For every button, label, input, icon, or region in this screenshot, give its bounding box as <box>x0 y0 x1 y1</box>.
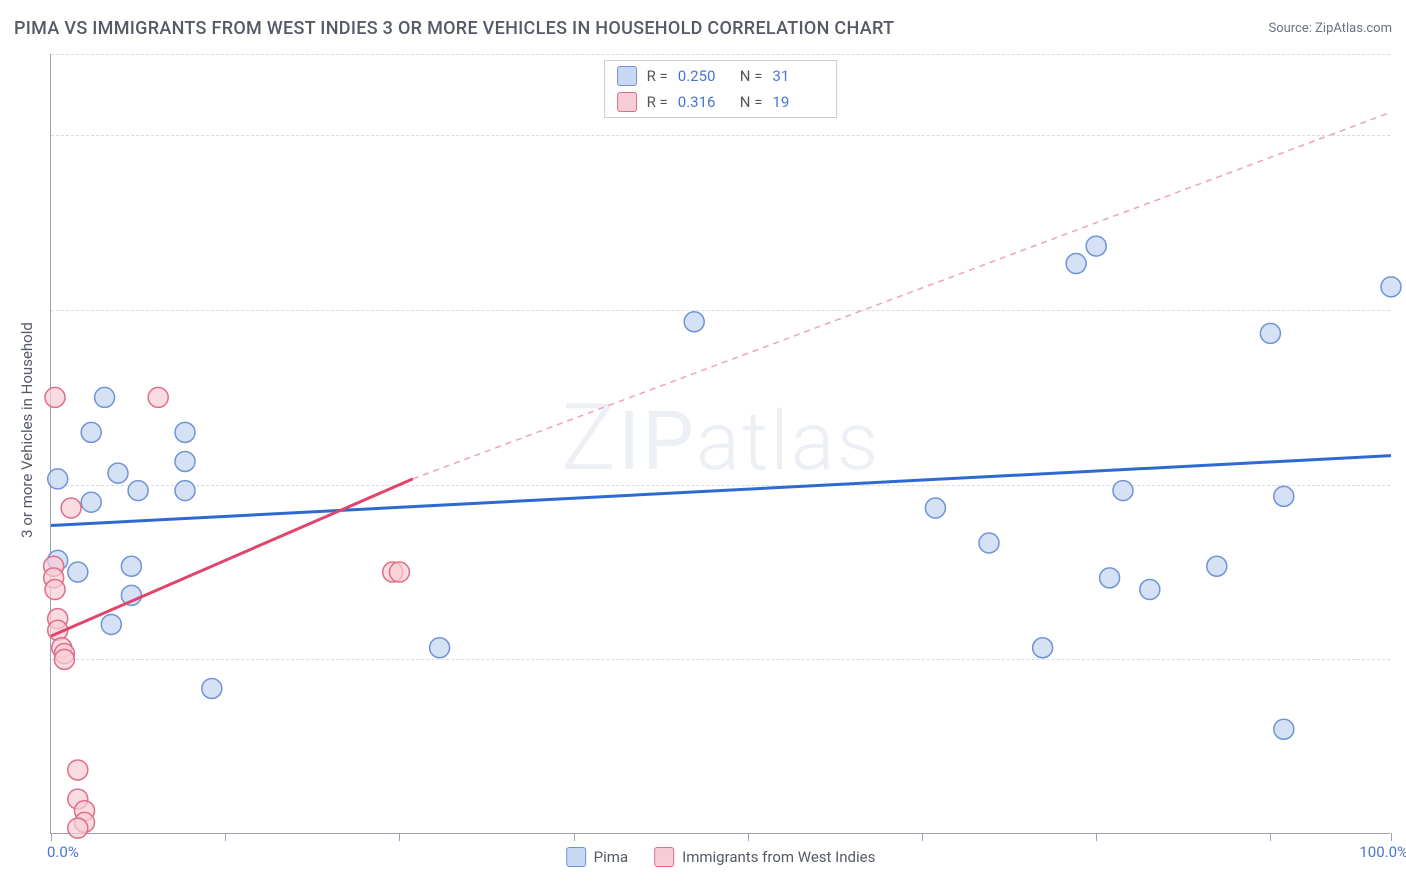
data-point <box>925 498 945 518</box>
data-point <box>48 469 68 489</box>
legend-label: Pima <box>594 848 628 866</box>
data-point <box>108 463 128 483</box>
x-tick <box>1391 833 1392 841</box>
data-point <box>175 451 195 471</box>
x-tick <box>574 833 575 841</box>
data-point <box>1207 556 1227 576</box>
data-point <box>68 760 88 780</box>
data-point <box>979 533 999 553</box>
data-point <box>1033 638 1053 658</box>
legend-swatch <box>654 847 674 867</box>
data-point <box>54 649 74 669</box>
series-legend: Pima Immigrants from West Indies <box>566 847 876 867</box>
data-point <box>1100 568 1120 588</box>
data-point <box>1086 236 1106 256</box>
trend-line <box>51 456 1391 526</box>
x-tick <box>51 833 52 841</box>
data-point <box>61 498 81 518</box>
data-point <box>1274 719 1294 739</box>
data-point <box>1260 323 1280 343</box>
data-point <box>121 556 141 576</box>
legend-swatch <box>566 847 586 867</box>
data-point <box>101 614 121 634</box>
x-tick <box>399 833 400 841</box>
data-point <box>1140 580 1160 600</box>
legend-item: Immigrants from West Indies <box>654 847 875 867</box>
x-tick <box>1270 833 1271 841</box>
legend-item: Pima <box>566 847 628 867</box>
legend-label: Immigrants from West Indies <box>682 848 875 866</box>
x-tick <box>1096 833 1097 841</box>
data-point <box>45 580 65 600</box>
x-axis-max-label: 100.0% <box>1359 843 1406 861</box>
chart-source: Source: ZipAtlas.com <box>1268 21 1392 36</box>
data-point <box>148 387 168 407</box>
data-point <box>1066 254 1086 274</box>
data-point <box>430 638 450 658</box>
data-point <box>1381 277 1401 297</box>
data-point <box>68 562 88 582</box>
chart-header: PIMA VS IMMIGRANTS FROM WEST INDIES 3 OR… <box>14 18 1392 39</box>
data-point <box>389 562 409 582</box>
trend-line-extension <box>413 112 1391 479</box>
chart-svg <box>51 54 1390 833</box>
data-point <box>81 492 101 512</box>
chart-title: PIMA VS IMMIGRANTS FROM WEST INDIES 3 OR… <box>14 18 894 39</box>
data-point <box>1113 481 1133 501</box>
data-point <box>684 312 704 332</box>
data-point <box>45 387 65 407</box>
data-point <box>1274 486 1294 506</box>
plot-area: ZIPatlas 15.0%30.0%45.0%60.0% 0.0% 100.0… <box>50 54 1390 834</box>
data-point <box>128 481 148 501</box>
x-tick <box>225 833 226 841</box>
x-tick <box>748 833 749 841</box>
x-axis-min-label: 0.0% <box>47 843 79 861</box>
data-point <box>81 422 101 442</box>
data-point <box>68 818 88 838</box>
x-tick <box>922 833 923 841</box>
data-point <box>175 422 195 442</box>
y-axis-label: 3 or more Vehicles in Household <box>18 322 36 538</box>
trend-line <box>51 479 413 636</box>
data-point <box>202 678 222 698</box>
data-point <box>175 481 195 501</box>
data-point <box>95 387 115 407</box>
